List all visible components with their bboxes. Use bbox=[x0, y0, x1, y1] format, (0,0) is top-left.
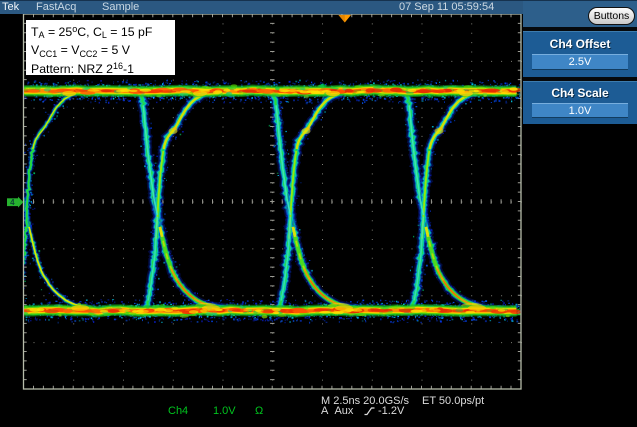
svg-text:4: 4 bbox=[10, 198, 15, 207]
